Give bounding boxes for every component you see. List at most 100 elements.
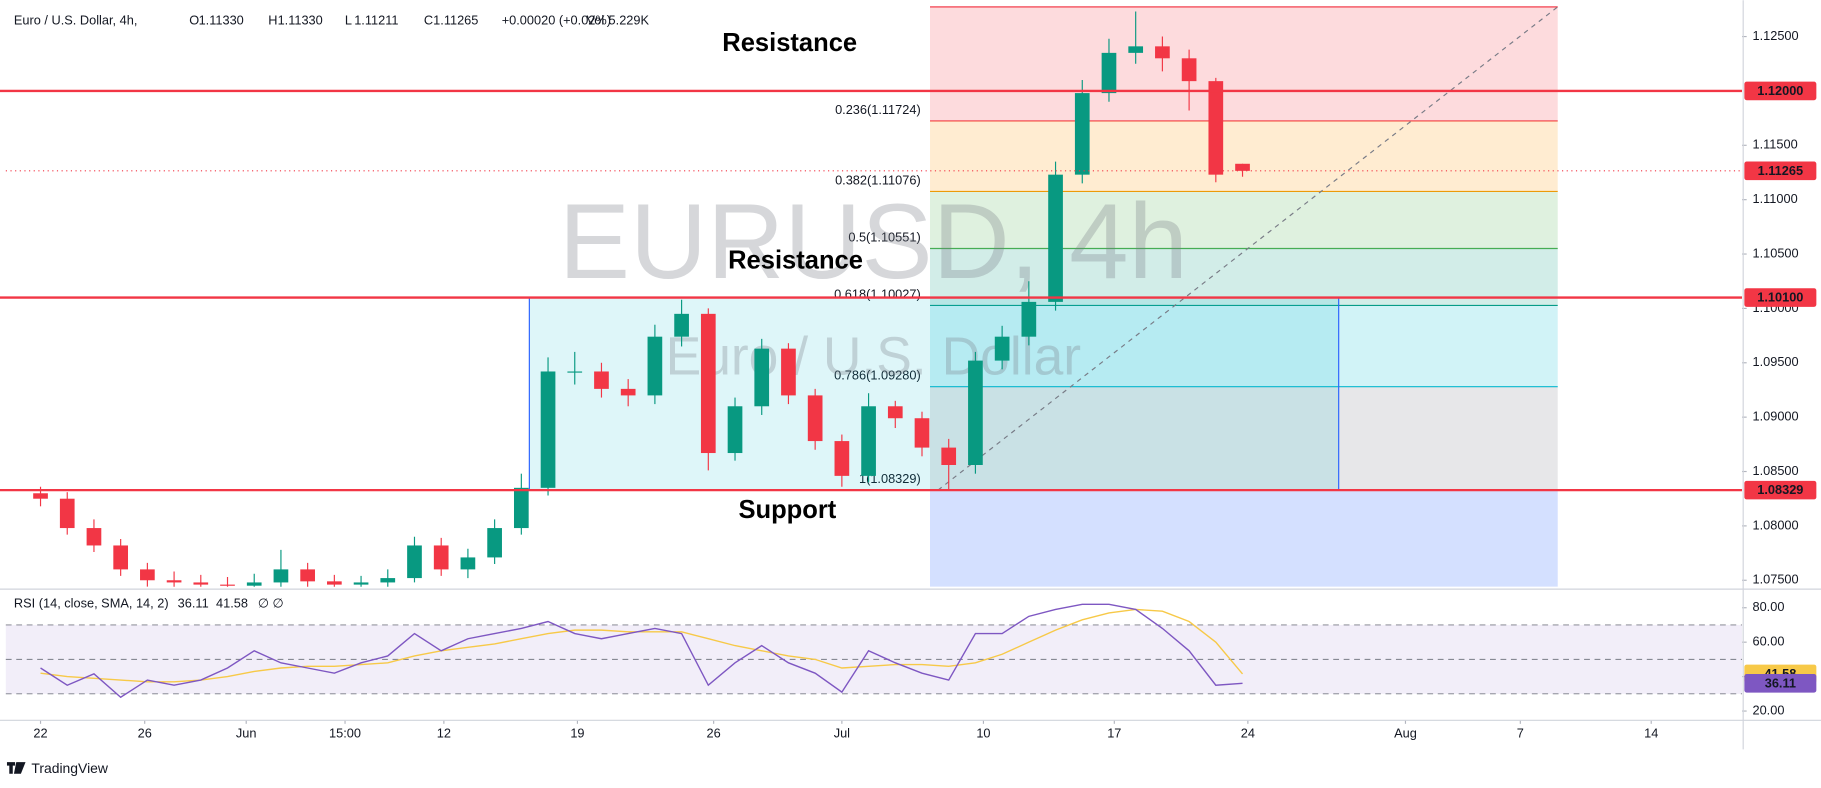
level-label: 1.08329 xyxy=(1757,482,1803,497)
candle-body xyxy=(1235,163,1250,171)
volume-prefix: Vol xyxy=(586,13,604,28)
fib-band xyxy=(930,386,1558,491)
candle-body xyxy=(620,388,636,396)
candle-body xyxy=(594,371,609,389)
y-tick-label: 1.08500 xyxy=(1752,463,1798,478)
trend-line xyxy=(937,6,1559,491)
rsi-line xyxy=(40,603,1243,699)
candle-body xyxy=(1074,93,1090,175)
candle-body xyxy=(781,348,796,396)
x-tick-label: Jun xyxy=(236,726,257,741)
axes: 1.075001.080001.085001.090001.095001.100… xyxy=(33,28,1817,741)
candle-body xyxy=(300,569,315,582)
annotation: Support xyxy=(738,496,836,524)
candle-body xyxy=(140,569,155,581)
level-label-box xyxy=(1744,81,1817,101)
y-tick-label: 1.11000 xyxy=(1752,191,1797,206)
fib-band xyxy=(930,120,1558,192)
ohlc-prefix: O xyxy=(189,13,199,28)
y-tick-label: 20.00 xyxy=(1752,702,1784,717)
fib-band xyxy=(930,6,1558,121)
candle-body xyxy=(887,406,903,419)
candle-body xyxy=(193,582,209,585)
x-tick-label: 19 xyxy=(570,726,584,741)
ohlc-prefix: C xyxy=(424,13,433,28)
rsi-last-label: 36.11 xyxy=(1765,675,1796,690)
candle-body xyxy=(246,582,262,586)
candle-body xyxy=(700,313,716,454)
candle-body xyxy=(33,493,48,499)
x-tick-label: 14 xyxy=(1644,726,1658,741)
candle-body xyxy=(380,578,396,583)
last-price-label-box xyxy=(1744,161,1817,181)
fib-level-label: 0.382(1.11076) xyxy=(835,172,921,187)
x-tick-label: Jul xyxy=(834,726,850,741)
ohlc-value: 1.11330 xyxy=(278,13,323,28)
candle-body xyxy=(647,336,663,396)
candle-body xyxy=(407,545,422,579)
rsi-last-label-box xyxy=(1744,674,1817,693)
volume: 5.229K xyxy=(609,13,650,28)
x-tick-label: Aug xyxy=(1394,726,1417,741)
watermark: EURUSD, 4h xyxy=(559,181,1188,301)
candle-body xyxy=(59,498,75,529)
y-tick-label: 80.00 xyxy=(1752,599,1784,614)
candle-body xyxy=(727,406,743,454)
candle-body xyxy=(513,487,529,529)
rsi-pane xyxy=(5,603,1743,699)
candle-body xyxy=(674,313,689,337)
candle-body xyxy=(273,569,289,583)
level-label-box xyxy=(1744,288,1817,307)
x-tick-label: 26 xyxy=(707,726,721,741)
fib-band xyxy=(930,191,1558,249)
fib-level-label: 0.786(1.09280) xyxy=(834,368,921,383)
x-tick-label: 12 xyxy=(437,726,451,741)
watermark: Euro / U.S. Dollar xyxy=(666,327,1082,386)
candle-body xyxy=(113,545,129,570)
x-tick-label: 24 xyxy=(1241,726,1255,741)
y-tick-label: 1.07500 xyxy=(1752,572,1798,587)
candle-body xyxy=(807,395,823,442)
candle-body xyxy=(540,371,556,488)
x-tick-label: 10 xyxy=(976,726,990,741)
level-label: 1.10100 xyxy=(1757,289,1803,304)
brand: TradingView xyxy=(31,760,109,776)
rsi-value: 36.11 xyxy=(178,596,209,611)
fib-band xyxy=(930,248,1558,306)
ohlc-value: 1.11265 xyxy=(433,13,478,28)
y-tick-label: 1.11500 xyxy=(1752,137,1797,152)
candle-body xyxy=(1181,58,1197,82)
candle-body xyxy=(1208,81,1224,175)
candle-body xyxy=(460,557,476,570)
ohlc-value: 1.11211 xyxy=(354,13,398,28)
ohlc-value: 1.11330 xyxy=(199,13,244,28)
y-tick-label: 1.09500 xyxy=(1752,354,1798,369)
candle-body xyxy=(994,336,1010,361)
candle-body xyxy=(327,581,342,585)
fib-extension xyxy=(930,490,1558,587)
candle-body xyxy=(1101,52,1117,94)
sma-value: 41.58 xyxy=(216,596,248,611)
candle-body xyxy=(86,528,102,546)
x-tick-label: 15:00 xyxy=(329,726,361,741)
ohlc-prefix: L xyxy=(345,13,352,28)
candle-body xyxy=(166,580,182,583)
candle-body xyxy=(567,371,583,373)
y-tick-label: 1.10500 xyxy=(1752,245,1798,260)
level-label-box xyxy=(1744,480,1817,500)
candle-body xyxy=(487,528,502,558)
y-tick-label: 1.09000 xyxy=(1752,409,1798,424)
symbol-title: Euro / U.S. Dollar, 4h, xyxy=(14,13,137,28)
ohlc-prefix: H xyxy=(268,13,277,28)
change: +0.00020 (+0.02%) xyxy=(502,13,611,28)
candle-body xyxy=(861,406,876,476)
rsi-line xyxy=(40,608,1244,683)
logo-icon xyxy=(6,762,26,774)
rsi-extra: ∅ ∅ xyxy=(258,596,284,611)
candle-body xyxy=(1128,46,1144,53)
x-tick-label: 26 xyxy=(138,726,152,741)
fib-level-label: 0.236(1.11724) xyxy=(835,102,921,117)
